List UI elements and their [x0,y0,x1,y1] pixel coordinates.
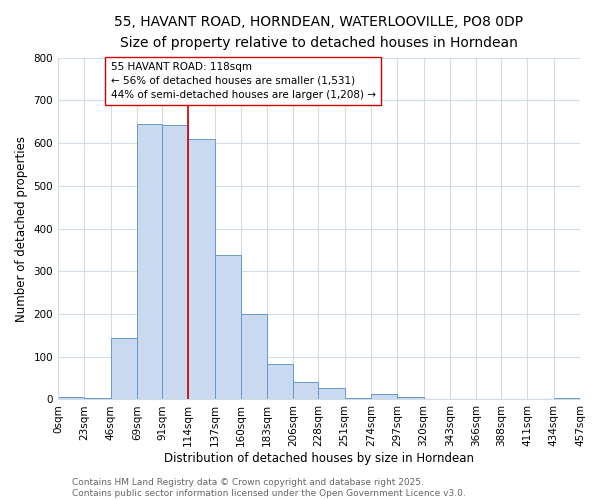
Bar [345,398,371,400]
Bar [162,125,188,400]
Text: Contains HM Land Registry data © Crown copyright and database right 2025.
Contai: Contains HM Land Registry data © Crown c… [72,478,466,498]
Bar [110,338,137,400]
Bar [188,139,215,400]
Y-axis label: Number of detached properties: Number of detached properties [15,136,28,322]
Bar [554,398,580,400]
Bar [397,398,424,400]
X-axis label: Distribution of detached houses by size in Horndean: Distribution of detached houses by size … [164,452,474,465]
Bar [241,314,267,400]
Bar [85,398,110,400]
Bar [58,398,85,400]
Text: 55 HAVANT ROAD: 118sqm
← 56% of detached houses are smaller (1,531)
44% of semi-: 55 HAVANT ROAD: 118sqm ← 56% of detached… [110,62,376,100]
Bar [319,388,345,400]
Bar [293,382,319,400]
Bar [137,124,162,400]
Title: 55, HAVANT ROAD, HORNDEAN, WATERLOOVILLE, PO8 0DP
Size of property relative to d: 55, HAVANT ROAD, HORNDEAN, WATERLOOVILLE… [115,15,524,50]
Bar [215,255,241,400]
Bar [371,394,397,400]
Bar [267,364,293,400]
